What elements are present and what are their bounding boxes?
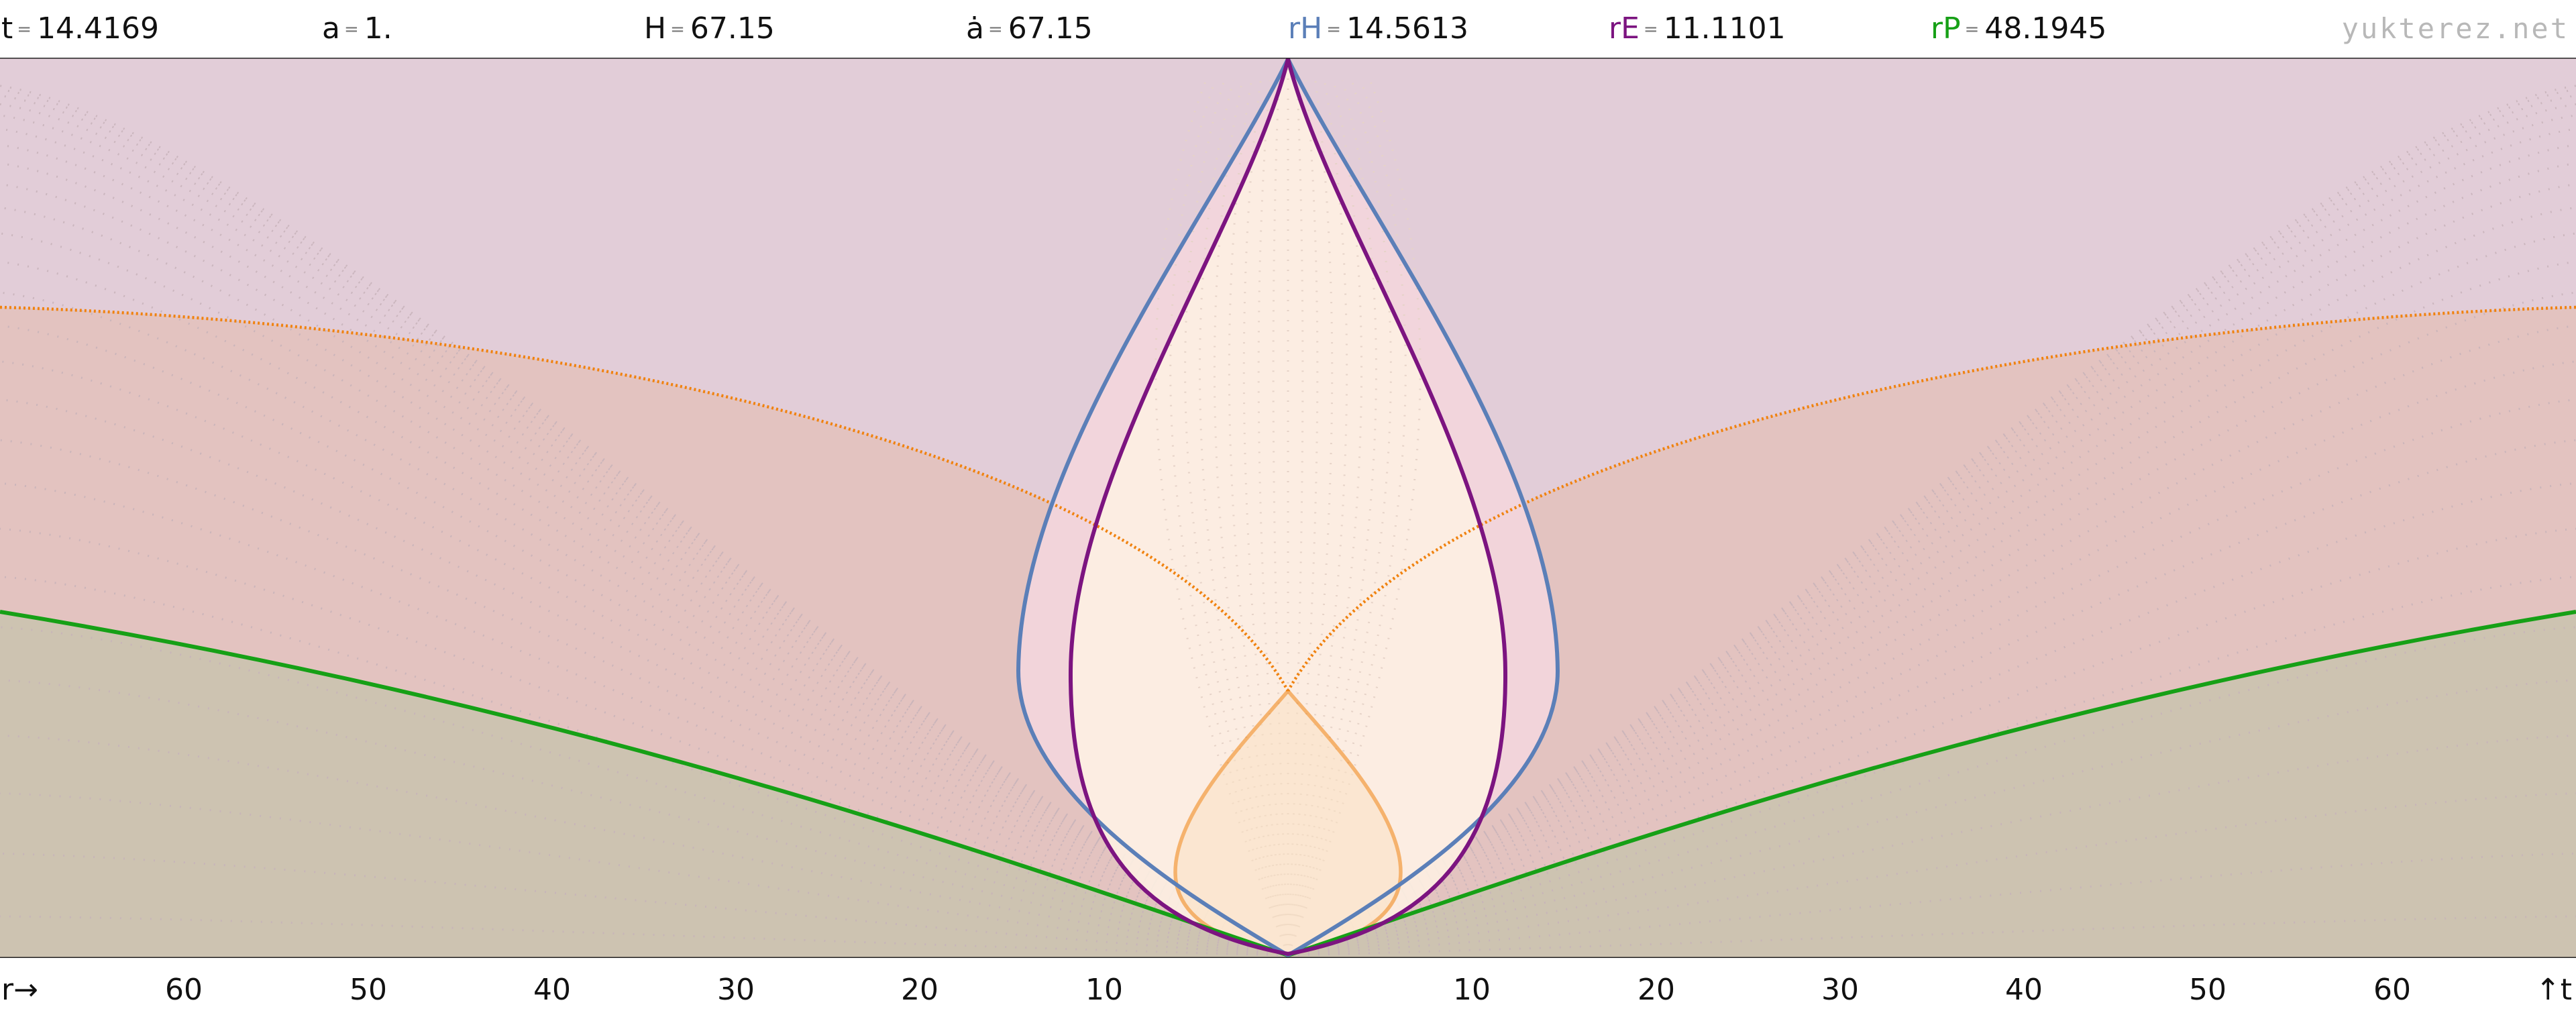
- worldline: [0, 162, 1289, 957]
- readout-time: t = 14.4169: [1, 8, 159, 50]
- worldline: [1287, 734, 2576, 957]
- inner-worldline: [1199, 80, 1289, 956]
- readout-hubble-radius: rH = 14.5613: [1288, 8, 1468, 50]
- axis-tick: 40: [2005, 973, 2043, 1007]
- inner-worldline: [1155, 80, 1289, 956]
- axis-tick: 50: [350, 973, 387, 1007]
- readout-time-value: 14.4169: [37, 11, 160, 46]
- readout-rp-value: 48.1945: [1984, 11, 2107, 46]
- axis-tick: 10: [1085, 973, 1123, 1007]
- worldline: [0, 144, 1289, 957]
- watermark: yukterez.net: [2341, 12, 2569, 45]
- worldline: [1287, 95, 2576, 957]
- worldline: [1287, 232, 2576, 957]
- readout-time-eq: =: [17, 19, 32, 40]
- readout-rp-key: rP: [1931, 11, 1961, 46]
- worldline: [1287, 103, 2576, 957]
- axis-tick: 30: [717, 973, 755, 1007]
- past-light-cone-right: [1287, 305, 2576, 692]
- region-below-particle-horizon: [0, 612, 2576, 958]
- worldline: [1287, 626, 2576, 957]
- worldline: [0, 792, 1289, 957]
- readout-adot-eq: =: [987, 19, 1003, 40]
- readout-h-eq: =: [670, 19, 685, 40]
- worldline: [0, 679, 1289, 957]
- event-horizon-curve: [1068, 58, 1508, 957]
- worldline: [1287, 162, 2576, 957]
- worldline: [1287, 183, 2576, 957]
- worldline: [0, 88, 1289, 957]
- distance-axis: r→ 60 50 40 30 20 10 0 10 20 30 40 50 60…: [0, 958, 2576, 1017]
- readout-rh-key: rH: [1288, 11, 1323, 46]
- worldline: [1287, 792, 2576, 957]
- axis-tick: 20: [901, 973, 938, 1007]
- axis-tick: 10: [1453, 973, 1491, 1007]
- readout-a-value: 1.: [364, 11, 392, 46]
- worldline: [0, 734, 1289, 957]
- readout-time-key: t: [1, 11, 13, 46]
- readout-rh-eq: =: [1326, 19, 1341, 40]
- worldline: [0, 183, 1289, 957]
- worldline: [0, 103, 1289, 957]
- readout-re-eq: =: [1643, 19, 1658, 40]
- readout-rp-eq: =: [1964, 19, 1980, 40]
- readout-h-key: H: [644, 11, 667, 46]
- axis-label-t: ↑t: [2535, 973, 2572, 1007]
- readout-event-horizon: rE = 11.1101: [1609, 8, 1786, 50]
- readout-adot-key: ȧ: [966, 11, 984, 46]
- axis-tick: 50: [2189, 973, 2226, 1007]
- worldline: [0, 95, 1289, 957]
- axis-tick: 60: [165, 973, 203, 1007]
- inner-worldline: [1287, 80, 1377, 956]
- readout-h-value: 67.15: [690, 11, 775, 46]
- readout-particle-horizon: rP = 48.1945: [1931, 8, 2106, 50]
- axis-tick: 30: [1821, 973, 1859, 1007]
- worldline: [0, 232, 1289, 957]
- axis-tick: 20: [1638, 973, 1675, 1007]
- worldline: [1287, 398, 2576, 957]
- worldline: [0, 626, 1289, 957]
- worldline: [1287, 88, 2576, 957]
- axis-tick: 0: [1279, 973, 1297, 1007]
- readout-rh-value: 14.5613: [1346, 11, 1468, 46]
- readout-expansion-rate: ȧ = 67.15: [966, 8, 1093, 50]
- readout-a-key: a: [322, 11, 340, 46]
- readout-bar: t = 14.4169 a = 1. H = 67.15 ȧ = 67.15 rH = 14.561…: [0, 0, 2576, 58]
- worldline: [1287, 144, 2576, 957]
- comoving-worldlines: [0, 85, 2576, 957]
- readout-a-eq: =: [343, 19, 359, 40]
- past-light-cone-left: [0, 305, 1289, 692]
- axis-tick: 60: [2373, 973, 2411, 1007]
- inner-worldline: [1287, 80, 1421, 956]
- axis-tick: 40: [533, 973, 571, 1007]
- readout-re-value: 11.1101: [1663, 11, 1786, 46]
- readout-hubble-parameter: H = 67.15: [644, 8, 775, 50]
- readout-adot-value: 67.15: [1008, 11, 1093, 46]
- readout-scale-factor: a = 1.: [322, 8, 392, 50]
- worldline: [1287, 679, 2576, 957]
- worldline: [0, 398, 1289, 957]
- event-horizon-region: [1070, 59, 1506, 954]
- axis-label-r: r→: [1, 973, 38, 1007]
- readout-re-key: rE: [1609, 11, 1640, 46]
